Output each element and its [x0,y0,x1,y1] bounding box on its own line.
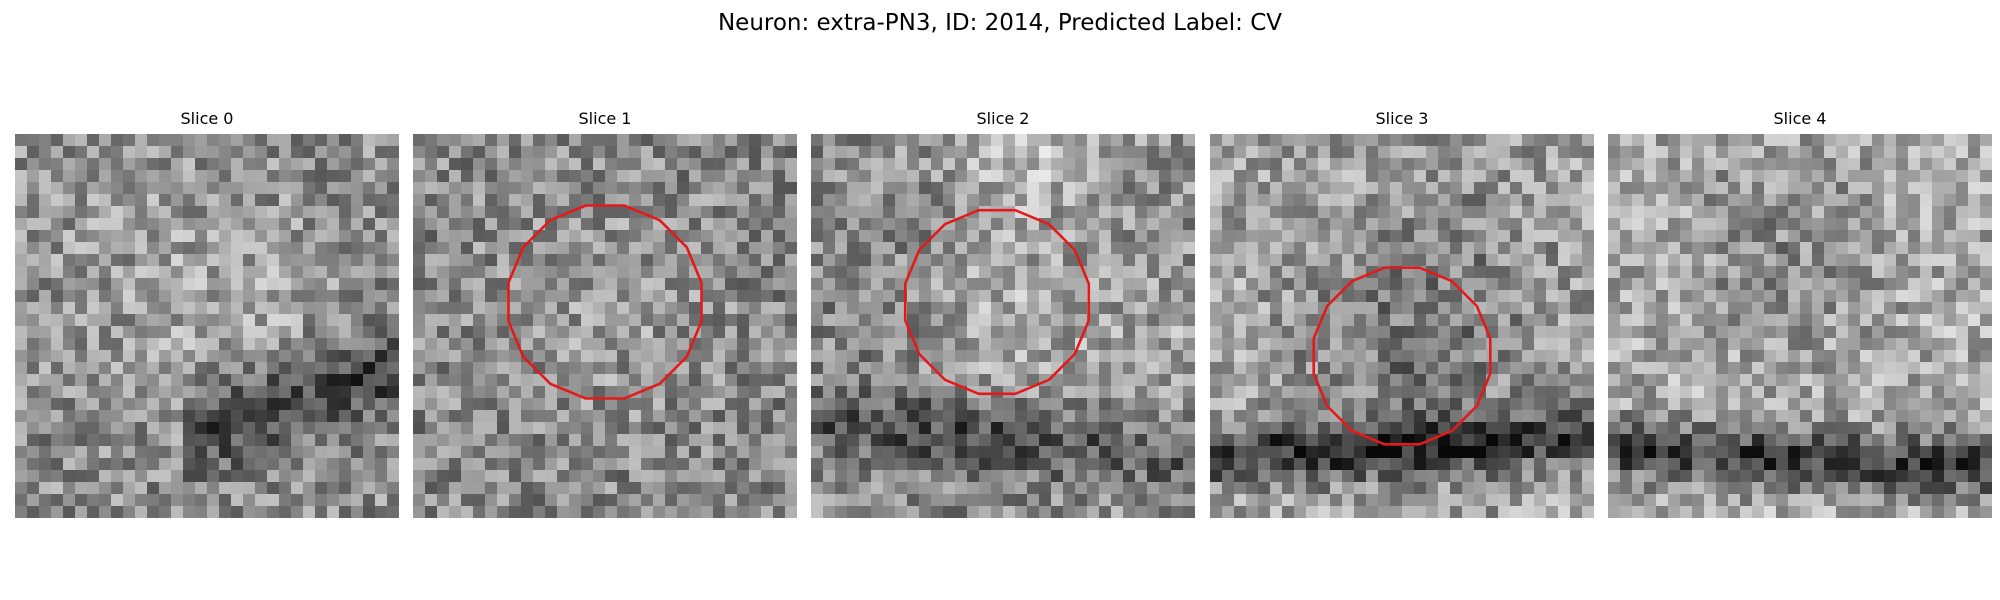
roi-contour [1312,266,1492,446]
slice-image [413,134,797,518]
slice-image [1608,134,1992,518]
roi-contour [903,208,1091,396]
slice-title: Slice 1 [578,109,632,128]
slice-title: Slice 3 [1375,109,1429,128]
slice-panel-2: Slice 2 [811,108,1195,518]
slice-image-svg [413,134,797,518]
slice-image-svg [1608,134,1992,518]
slice-panel-0: Slice 0 [15,108,399,518]
roi-contour [507,204,703,400]
slice-title: Slice 0 [180,109,234,128]
slice-panel-4: Slice 4 [1608,108,1992,518]
slice-image [1210,134,1594,518]
slice-panel-3: Slice 3 [1210,108,1594,518]
slice-image [811,134,1195,518]
slice-image [15,134,399,518]
slice-panel-1: Slice 1 [413,108,797,518]
slice-title: Slice 2 [976,109,1030,128]
slice-title: Slice 4 [1773,109,1827,128]
slice-image-svg [811,134,1195,518]
figure-title: Neuron: extra-PN3, ID: 2014, Predicted L… [717,10,1283,36]
slice-image-svg [1210,134,1594,518]
slice-image-svg [15,134,399,518]
